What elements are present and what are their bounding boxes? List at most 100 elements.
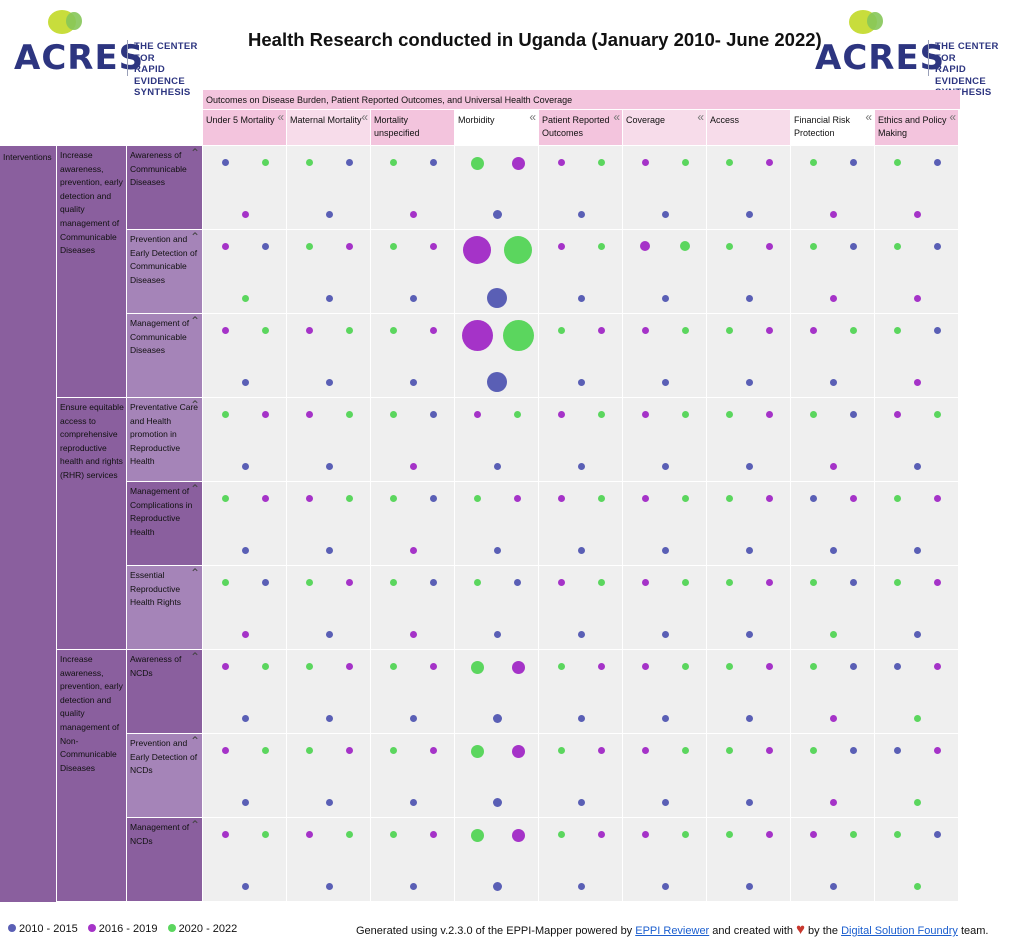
evidence-bubble[interactable] [745, 714, 753, 722]
evidence-bubble[interactable] [597, 242, 605, 250]
intervention-group[interactable]: Ensure equitable access to comprehensive… [57, 398, 126, 649]
evidence-bubble[interactable] [577, 882, 585, 890]
evidence-bubble[interactable] [470, 156, 484, 170]
evidence-bubble[interactable] [829, 798, 837, 806]
evidence-cell[interactable] [791, 650, 874, 733]
evidence-bubble[interactable] [221, 830, 229, 838]
evidence-bubble[interactable] [557, 662, 565, 670]
evidence-cell[interactable] [875, 230, 958, 313]
evidence-cell[interactable] [791, 818, 874, 901]
evidence-bubble[interactable] [261, 662, 269, 670]
evidence-bubble[interactable] [765, 578, 773, 586]
collapse-column-icon[interactable]: « [949, 110, 956, 124]
column-header[interactable]: Mortality unspecified [371, 110, 454, 145]
evidence-bubble[interactable] [661, 294, 669, 302]
evidence-cell[interactable] [203, 734, 286, 817]
evidence-bubble[interactable] [641, 662, 649, 670]
evidence-bubble[interactable] [893, 662, 901, 670]
evidence-bubble[interactable] [429, 746, 437, 754]
evidence-cell[interactable] [875, 398, 958, 481]
evidence-bubble[interactable] [429, 662, 437, 670]
evidence-bubble[interactable] [641, 494, 649, 502]
evidence-cell[interactable] [875, 146, 958, 229]
column-header[interactable]: Financial Risk Protection « [791, 110, 874, 145]
evidence-bubble[interactable] [577, 798, 585, 806]
evidence-bubble[interactable] [470, 744, 484, 758]
evidence-cell[interactable] [707, 734, 790, 817]
evidence-bubble[interactable] [641, 746, 649, 754]
evidence-bubble[interactable] [345, 578, 353, 586]
intervention-subgroup[interactable]: Management of Complications in Reproduct… [127, 482, 202, 565]
evidence-bubble[interactable] [409, 882, 417, 890]
collapse-column-icon[interactable]: « [277, 110, 284, 124]
intervention-subgroup[interactable]: Awareness of Communicable Diseases ⌃ [127, 146, 202, 229]
evidence-cell[interactable] [539, 818, 622, 901]
evidence-bubble[interactable] [893, 830, 901, 838]
evidence-cell[interactable] [791, 398, 874, 481]
evidence-bubble[interactable] [849, 410, 857, 418]
evidence-bubble[interactable] [409, 462, 417, 470]
evidence-cell[interactable] [203, 146, 286, 229]
evidence-bubble[interactable] [913, 294, 921, 302]
evidence-bubble[interactable] [893, 410, 901, 418]
evidence-cell[interactable] [455, 314, 538, 397]
evidence-bubble[interactable] [325, 462, 333, 470]
evidence-bubble[interactable] [849, 326, 857, 334]
evidence-bubble[interactable] [487, 288, 507, 308]
evidence-bubble[interactable] [325, 378, 333, 386]
evidence-cell[interactable] [287, 398, 370, 481]
evidence-bubble[interactable] [913, 378, 921, 386]
evidence-bubble[interactable] [325, 714, 333, 722]
evidence-bubble[interactable] [893, 326, 901, 334]
collapse-row-icon[interactable]: ⌃ [189, 818, 200, 832]
evidence-bubble[interactable] [389, 494, 397, 502]
evidence-bubble[interactable] [389, 158, 397, 166]
evidence-bubble[interactable] [241, 714, 249, 722]
column-header[interactable]: Access [707, 110, 790, 145]
collapse-column-icon[interactable]: « [613, 110, 620, 124]
evidence-bubble[interactable] [597, 662, 605, 670]
evidence-bubble[interactable] [913, 546, 921, 554]
evidence-cell[interactable] [371, 398, 454, 481]
evidence-bubble[interactable] [893, 494, 901, 502]
evidence-cell[interactable] [203, 818, 286, 901]
evidence-bubble[interactable] [597, 494, 605, 502]
evidence-bubble[interactable] [661, 378, 669, 386]
evidence-cell[interactable] [287, 314, 370, 397]
evidence-bubble[interactable] [325, 210, 333, 218]
evidence-bubble[interactable] [261, 746, 269, 754]
evidence-bubble[interactable] [829, 714, 837, 722]
evidence-bubble[interactable] [913, 798, 921, 806]
evidence-bubble[interactable] [409, 630, 417, 638]
evidence-cell[interactable] [455, 398, 538, 481]
evidence-bubble[interactable] [725, 746, 733, 754]
evidence-cell[interactable] [539, 734, 622, 817]
evidence-bubble[interactable] [577, 378, 585, 386]
evidence-bubble[interactable] [502, 319, 534, 351]
evidence-cell[interactable] [455, 482, 538, 565]
evidence-bubble[interactable] [492, 209, 502, 219]
evidence-cell[interactable] [287, 734, 370, 817]
intervention-group[interactable]: Increase awareness, prevention, early de… [57, 650, 126, 901]
evidence-bubble[interactable] [745, 462, 753, 470]
evidence-bubble[interactable] [557, 746, 565, 754]
column-header[interactable]: Ethics and Policy Making « [875, 110, 958, 145]
evidence-bubble[interactable] [933, 158, 941, 166]
evidence-bubble[interactable] [725, 158, 733, 166]
evidence-bubble[interactable] [409, 210, 417, 218]
collapse-row-icon[interactable]: ⌃ [189, 230, 200, 244]
evidence-bubble[interactable] [849, 662, 857, 670]
evidence-cell[interactable] [371, 230, 454, 313]
evidence-bubble[interactable] [577, 714, 585, 722]
evidence-cell[interactable] [875, 650, 958, 733]
evidence-cell[interactable] [707, 650, 790, 733]
evidence-bubble[interactable] [725, 662, 733, 670]
evidence-bubble[interactable] [577, 546, 585, 554]
evidence-bubble[interactable] [325, 882, 333, 890]
evidence-bubble[interactable] [745, 882, 753, 890]
evidence-bubble[interactable] [409, 546, 417, 554]
evidence-bubble[interactable] [557, 494, 565, 502]
evidence-cell[interactable] [707, 566, 790, 649]
evidence-bubble[interactable] [745, 546, 753, 554]
evidence-bubble[interactable] [829, 882, 837, 890]
